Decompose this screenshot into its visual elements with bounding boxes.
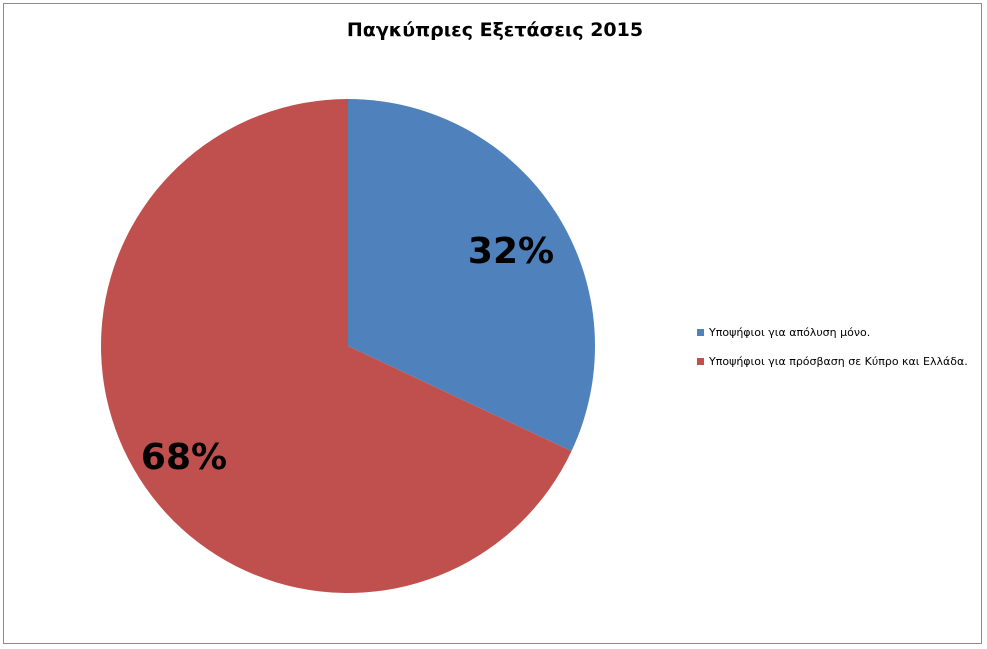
chart-title: Παγκύπριες Εξετάσεις 2015	[346, 19, 644, 41]
legend-label-2: Υποψήφιοι για πρόσβαση σε Κύπρο και Ελλά…	[709, 354, 968, 368]
legend-entry-2: Υποψήφιοι για πρόσβαση σε Κύπρο και Ελλά…	[697, 354, 968, 368]
legend-label-1: Υποψήφιοι για απόλυση μόνο.	[709, 325, 871, 339]
data-label-2: 68%	[141, 437, 227, 478]
legend-swatch-2	[697, 357, 704, 365]
legend-swatch-1	[697, 328, 704, 336]
legend-entry-1: Υποψήφιοι για απόλυση μόνο.	[697, 325, 968, 339]
pie-slice-1	[348, 99, 595, 452]
pie-slice-2	[101, 99, 572, 593]
chart-legend: Υποψήφιοι για απόλυση μόνο. Υποψήφιοι για…	[697, 325, 968, 383]
data-label-1: 32%	[468, 231, 554, 272]
